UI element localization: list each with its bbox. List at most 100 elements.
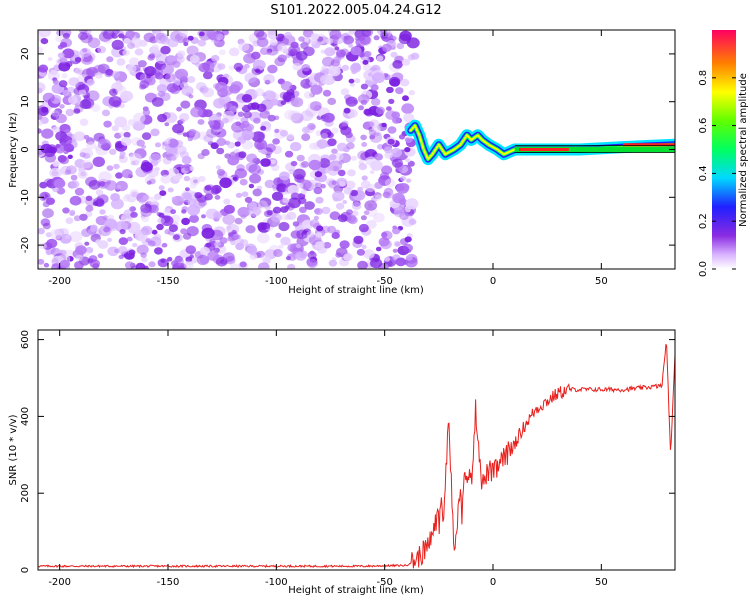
noise-speckle <box>189 214 199 223</box>
noise-speckle <box>302 82 310 89</box>
noise-speckle <box>38 227 45 235</box>
noise-speckle <box>106 56 114 63</box>
noise-speckle <box>133 112 146 124</box>
noise-speckle <box>406 37 420 49</box>
noise-speckle <box>306 258 318 269</box>
noise-speckle <box>286 256 291 261</box>
noise-speckle <box>279 171 290 181</box>
noise-speckle <box>287 184 299 195</box>
noise-speckle <box>102 215 109 221</box>
noise-speckle <box>154 247 163 255</box>
noise-speckle <box>97 45 107 54</box>
noise-speckle <box>261 254 271 263</box>
snr-y-tick-label: 400 <box>20 407 31 426</box>
noise-speckle <box>228 47 240 57</box>
signal-core <box>514 146 675 153</box>
spectrogram-y-tick-label: 20 <box>20 48 31 61</box>
noise-speckle <box>315 232 323 238</box>
noise-speckle <box>86 78 95 86</box>
noise-speckle <box>249 173 262 184</box>
noise-speckle <box>338 122 349 131</box>
noise-speckle <box>70 174 78 181</box>
noise-speckle <box>45 249 53 256</box>
noise-speckle <box>247 206 261 217</box>
noise-speckle <box>73 131 86 142</box>
noise-speckle <box>360 83 368 90</box>
snr-frame <box>37 329 676 571</box>
noise-speckle <box>132 120 145 131</box>
noise-speckle <box>301 161 310 168</box>
noise-speckle <box>156 223 164 231</box>
snr-x-label: Height of straight line (km) <box>288 585 424 596</box>
noise-speckle <box>277 43 288 52</box>
noise-speckle <box>330 59 340 67</box>
noise-speckle <box>328 140 334 146</box>
noise-speckle <box>148 53 156 59</box>
noise-speckle <box>353 235 364 245</box>
spectrogram-x-tick-label: -100 <box>265 276 288 287</box>
noise-speckle <box>157 217 165 224</box>
noise-speckle <box>392 248 398 253</box>
noise-speckle <box>281 213 289 221</box>
noise-speckle <box>346 142 355 150</box>
noise-speckle <box>197 119 205 125</box>
noise-speckle <box>101 109 111 117</box>
noise-speckle <box>164 122 170 127</box>
spectrogram-y-tick-label: -10 <box>20 189 31 205</box>
noise-speckle <box>376 55 384 62</box>
noise-speckle <box>65 128 70 133</box>
noise-speckle <box>405 255 413 261</box>
noise-speckle <box>203 71 213 80</box>
noise-speckle <box>264 205 271 211</box>
noise-speckle <box>207 251 220 261</box>
noise-speckle <box>206 128 218 138</box>
noise-speckle <box>150 46 160 54</box>
noise-speckle <box>346 209 353 216</box>
spectrogram-x-ticks: -200 -150 -100 -50 0 50 <box>48 30 608 287</box>
noise-speckle <box>228 65 235 71</box>
noise-speckle <box>246 153 258 163</box>
noise-speckle <box>238 42 250 52</box>
noise-speckle <box>88 179 101 190</box>
noise-speckle <box>241 94 253 103</box>
noise-speckle <box>205 242 212 248</box>
noise-speckle <box>375 246 382 252</box>
noise-speckle <box>402 243 413 253</box>
colorbar-tick-label: 0.4 <box>698 165 709 181</box>
noise-speckle <box>78 89 87 96</box>
noise-speckle <box>62 48 75 59</box>
noise-speckle <box>90 104 101 113</box>
noise-speckle <box>256 103 267 113</box>
noise-speckle <box>107 246 119 257</box>
noise-speckle <box>216 165 221 170</box>
noise-speckle <box>104 70 113 78</box>
noise-speckle <box>292 168 306 180</box>
noise-speckle <box>75 245 87 255</box>
noise-speckle <box>288 169 295 175</box>
noise-speckle <box>161 64 174 75</box>
noise-speckle <box>63 143 75 153</box>
noise-speckle <box>153 68 163 76</box>
noise-speckle <box>204 193 213 201</box>
noise-speckle <box>284 214 291 221</box>
noise-speckle <box>314 182 323 189</box>
noise-speckle <box>110 198 124 210</box>
noise-speckle <box>301 126 311 134</box>
noise-speckle <box>243 53 256 64</box>
noise-speckle <box>306 230 315 238</box>
noise-speckle <box>65 217 74 224</box>
noise-speckle <box>140 252 147 258</box>
noise-speckle <box>140 161 153 172</box>
noise-speckle <box>299 179 312 190</box>
noise-speckle <box>374 153 384 161</box>
noise-speckle <box>97 253 104 259</box>
noise-speckle <box>329 30 342 40</box>
noise-speckle <box>142 109 151 116</box>
noise-speckle <box>130 37 143 49</box>
noise-speckle <box>164 229 171 235</box>
noise-speckle <box>158 90 166 97</box>
noise-speckle <box>341 64 349 71</box>
noise-speckle <box>300 189 307 195</box>
noise-speckle <box>314 207 323 216</box>
